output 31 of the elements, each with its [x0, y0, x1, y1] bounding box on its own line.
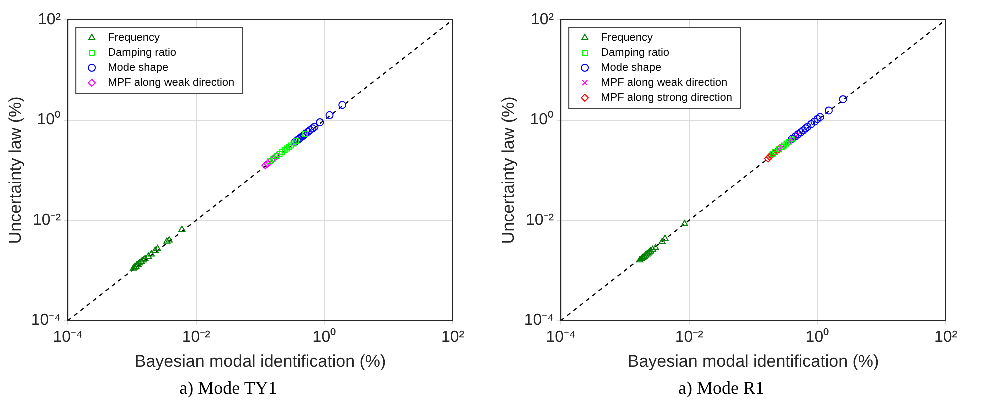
y-axis-title: Uncertainty law (%)	[498, 96, 518, 244]
y-tick-label: 10⁻⁴	[524, 312, 554, 330]
x-tick-label: 10⁻²	[675, 328, 704, 346]
y-tick-label: 10⁻²	[32, 212, 62, 229]
legend-label: MPF along weak direction	[108, 77, 235, 90]
x-tick-label: 10⁰	[312, 328, 337, 346]
x-tick-label: 10²	[934, 328, 958, 346]
text: a) Mode R1	[678, 378, 764, 398]
y-tick-label: 10⁻⁴	[31, 312, 62, 330]
legend-label: Mode shape	[601, 62, 662, 74]
y-tick-label: 10⁰	[37, 110, 62, 129]
x-axis-title: Bayesian modal identification (%)	[134, 352, 386, 371]
x-axis-title: Bayesian modal identification (%)	[628, 352, 880, 371]
legend-label: Frequency	[108, 32, 161, 44]
legend-label: Damping ratio	[108, 47, 177, 60]
legend-label: Mode shape	[108, 62, 169, 74]
text: a) Mode TY1	[180, 378, 278, 398]
legend-label: MPF along strong direction	[601, 92, 733, 104]
legend-label: Damping ratio	[601, 47, 670, 60]
x-tick-label: 10²	[441, 328, 466, 346]
legend-label: Frequency	[601, 32, 654, 44]
y-tick-label: 10⁰	[530, 110, 554, 129]
y-axis-title: Uncertainty law (%)	[6, 96, 25, 244]
x-tick-label: 10⁻⁴	[546, 328, 576, 346]
x-tick-label: 10⁻⁴	[53, 328, 84, 346]
y-tick-label: 10²	[38, 11, 62, 28]
x-tick-label: 10⁻²	[182, 328, 212, 346]
x-tick-label: 10⁰	[806, 328, 830, 346]
legend-label: MPF along weak direction	[601, 77, 728, 90]
y-tick-label: 10²	[530, 11, 555, 28]
y-tick-label: 10⁻²	[526, 212, 555, 229]
